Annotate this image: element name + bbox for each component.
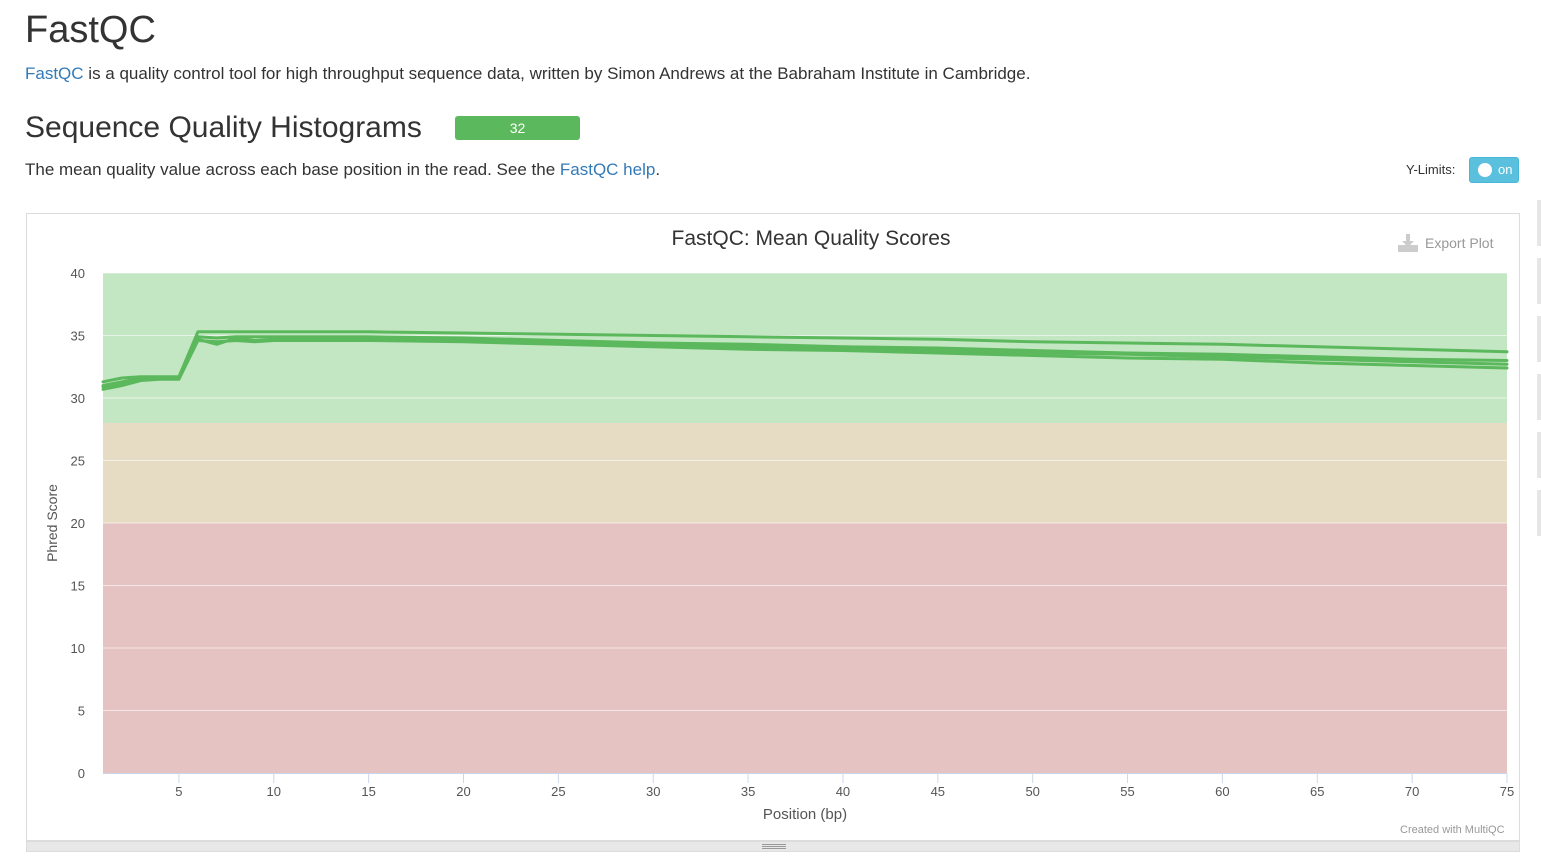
- y-tick-label: 15: [71, 579, 85, 594]
- side-toolbar-mark: [1537, 200, 1541, 246]
- ylimits-toggle[interactable]: on: [1469, 157, 1519, 183]
- y-tick-label: 10: [71, 641, 85, 656]
- y-tick-label: 35: [71, 329, 85, 344]
- status-bar[interactable]: 32: [455, 116, 580, 140]
- y-axis-label: Phred Score: [44, 484, 60, 562]
- section-description: The mean quality value across each base …: [25, 160, 660, 180]
- section-title: Sequence Quality Histograms: [25, 111, 422, 144]
- x-tick-label: 25: [551, 784, 565, 799]
- x-tick-label: 30: [646, 784, 660, 799]
- description-text: The mean quality value across each base …: [25, 160, 560, 179]
- side-toolbar-mark: [1537, 432, 1541, 478]
- ylimits-label: Y-Limits:: [1406, 162, 1456, 177]
- x-tick-label: 75: [1500, 784, 1514, 799]
- plot-resize-handle[interactable]: [26, 841, 1520, 852]
- x-tick-label: 35: [741, 784, 755, 799]
- y-tick-label: 40: [71, 266, 85, 281]
- x-tick-label: 40: [836, 784, 850, 799]
- y-tick-label: 30: [71, 391, 85, 406]
- plot-band: [103, 423, 1507, 523]
- x-tick-label: 10: [267, 784, 281, 799]
- series-line: [101, 335, 1509, 387]
- toggle-knob-icon: [1478, 163, 1492, 177]
- grip-icon: [762, 844, 786, 849]
- chart-title: FastQC: Mean Quality Scores: [672, 227, 951, 250]
- x-tick-label: 5: [175, 784, 182, 799]
- side-toolbar-mark: [1537, 374, 1541, 420]
- x-tick-label: 65: [1310, 784, 1324, 799]
- intro-paragraph: FastQC is a quality control tool for hig…: [25, 64, 1030, 84]
- status-count: 32: [509, 120, 526, 136]
- side-toolbar-mark: [1537, 490, 1541, 536]
- side-toolbar-mark: [1537, 316, 1541, 362]
- plot-container: 5 10 15 20 25 30 35 40 45 50 55 60 65 70 75 0 5 10 15 20 25 3…: [26, 213, 1520, 841]
- description-end: .: [655, 160, 661, 179]
- y-tick-label: 25: [71, 454, 85, 469]
- intro-text: is a quality control tool for high throu…: [83, 64, 1031, 83]
- x-tick-label: 60: [1215, 784, 1229, 799]
- fastqc-link[interactable]: FastQC: [25, 64, 84, 83]
- x-tick-label: 70: [1405, 784, 1419, 799]
- page-title: FastQC: [25, 9, 156, 51]
- x-tick-label: 55: [1120, 784, 1134, 799]
- x-tick-label: 15: [361, 784, 375, 799]
- x-axis-label: Position (bp): [763, 806, 847, 823]
- download-icon: [1398, 234, 1418, 252]
- export-plot-button[interactable]: Export Plot: [1397, 232, 1493, 254]
- x-tick-label: 20: [456, 784, 470, 799]
- y-tick-label: 20: [71, 516, 85, 531]
- y-tick-label: 0: [78, 766, 85, 781]
- ylimits-state: on: [1498, 162, 1513, 177]
- export-plot-label: Export Plot: [1425, 235, 1494, 251]
- quality-chart: 5 10 15 20 25 30 35 40 45 50 55 60 65 70 75 0 5 10 15 20 25 3…: [44, 227, 1514, 823]
- y-tick-label: 5: [78, 704, 85, 719]
- side-toolbar-mark: [1537, 258, 1541, 304]
- x-tick-label: 50: [1025, 784, 1039, 799]
- x-tick-label: 45: [931, 784, 945, 799]
- multiqc-credit: Created with MultiQC: [1400, 824, 1505, 836]
- fastqc-help-link[interactable]: FastQC help: [559, 160, 656, 179]
